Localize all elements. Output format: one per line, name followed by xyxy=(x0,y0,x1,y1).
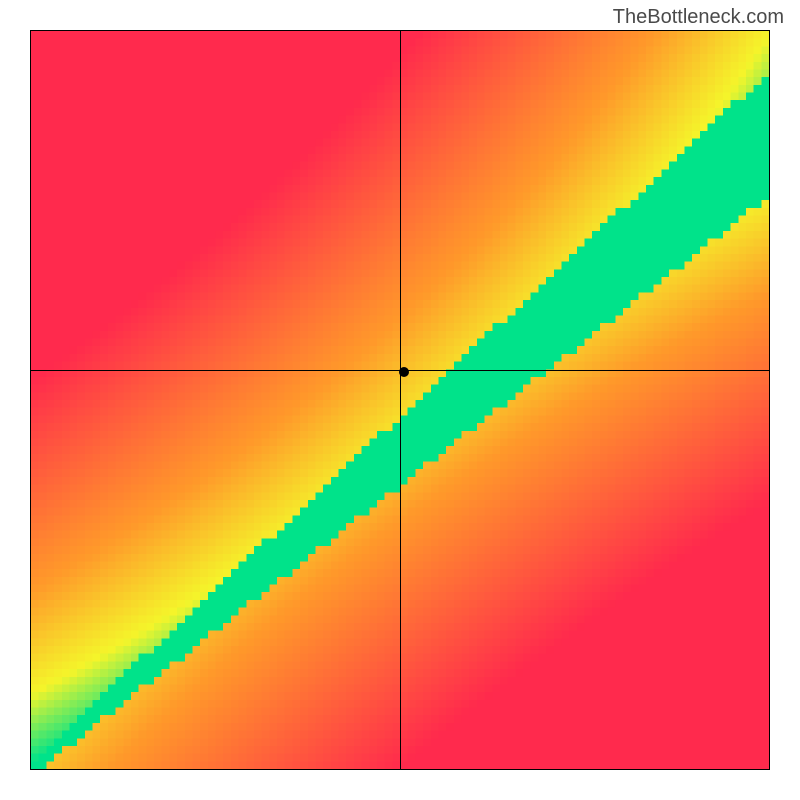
bottleneck-heatmap xyxy=(30,30,770,770)
watermark-text: TheBottleneck.com xyxy=(613,6,784,29)
selection-marker xyxy=(399,367,409,377)
crosshair-vertical xyxy=(400,31,401,769)
